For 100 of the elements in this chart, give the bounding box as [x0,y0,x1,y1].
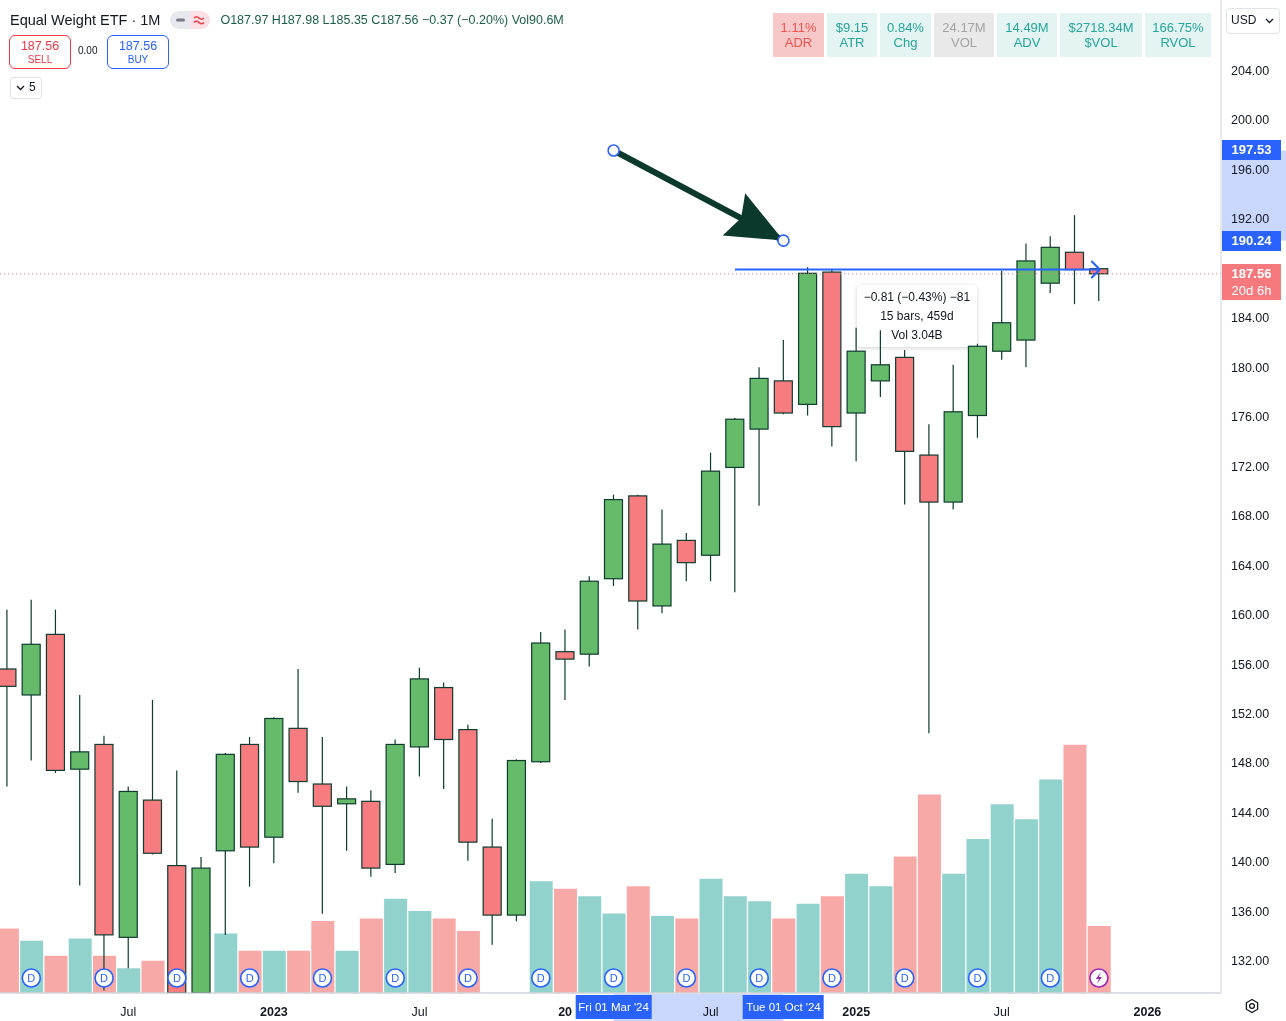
y-tick-label: 204.00 [1231,63,1270,78]
candlestick [336,785,357,852]
annotation: ADR [784,35,813,50]
bar [796,903,820,993]
x-tick-label: Jul [993,1005,1010,1019]
bar [68,938,92,993]
y-tick-label: 136.00 [1231,904,1270,919]
annotation: D [755,972,764,984]
y-tick-label: 168.00 [1231,509,1270,524]
annotation: D [245,972,254,984]
annotation: D [1046,972,1055,984]
annotation: Chg [893,35,918,50]
candlestick [870,329,890,398]
y-tick-label: 156.00 [1231,657,1270,672]
annotation: D [172,972,181,984]
bar [1063,744,1087,993]
annotation: 1.11% [780,20,817,35]
annotation: Vol 3.04B [891,327,943,342]
annotation: 0.00 [78,45,98,56]
bar [651,916,675,993]
x-tick-label: Jul [702,1005,719,1019]
text: Equal Weight ETF · 1M [10,12,161,28]
annotation: D [973,972,982,984]
bar [626,886,650,993]
stat-tile: 14.49M ADV [997,13,1057,57]
y-tick-label: 176.00 [1231,410,1270,425]
axis-tag: 187.56 20d 6h [1222,263,1281,300]
annotation: 24.17M [942,20,986,35]
y-tick-label: 140.00 [1231,855,1270,870]
annotation: ATR [839,35,865,50]
sell-button: 187.56 SELL [9,35,71,69]
annotation: O187.97 H187.98 L185.35 C187.56 −0.37 (−0.20%) Vol90.6M [220,13,564,27]
annotation: D [609,972,618,984]
annotation: ADV [1013,35,1041,50]
dropdown-button: 5 [10,77,42,99]
annotation: 187.56 [118,38,158,54]
y-tick-label: 180.00 [1231,360,1270,375]
annotation: D [682,972,691,984]
x-tick-label: 2026 [1133,1005,1162,1019]
annotation: VOL [950,35,977,50]
y-tick-label: 144.00 [1231,805,1270,820]
y-tick-label: 196.00 [1231,162,1270,177]
annotation: D [318,972,327,984]
candlestick [555,628,575,701]
stat-tile: 1.11% ADR [773,13,824,57]
annotation: D [900,972,909,984]
bar [44,955,68,993]
candlestick [676,532,696,582]
bar [335,950,359,993]
bar [214,933,238,993]
buy-button: 187.56 BUY [107,35,169,69]
annotation: 0.84% [887,20,924,35]
annotation: D [27,972,36,984]
y-tick-label: 152.00 [1231,707,1270,722]
annotation: D [464,972,473,984]
bar [359,918,383,993]
axis-tag: 190.24 [1222,230,1281,251]
axis-tag: Tue 01 Oct '24 [743,995,824,1019]
x-tick-label: 20 [558,1005,573,1019]
annotation: D [100,972,109,984]
currency-dropdown: USD [1226,8,1280,34]
y-tick-label: 132.00 [1231,954,1270,969]
annotation: −0.81 (−0.43%) −81 [863,289,971,304]
annotation: D [536,972,545,984]
y-tick-label: 148.00 [1231,756,1270,771]
stat-tile: $2718.34M $VOL [1060,13,1142,57]
annotation: $2718.34M [1068,20,1134,35]
y-tick-label: 192.00 [1231,212,1270,227]
annotation: 166.75% [1152,20,1204,35]
annotation: 5 [29,80,36,94]
ref-line-label: 187.56 [1230,264,1273,282]
candlestick [312,736,332,915]
annotation: $9.15 [835,20,869,35]
bar [772,918,796,993]
y-tick-label: 200.00 [1231,113,1270,128]
y-tick-label: 184.00 [1231,311,1270,326]
annotation: D [391,972,400,984]
bar [262,950,286,993]
axis-tag: 197.53 [1222,140,1281,161]
stat-tile: 24.17M VOL [934,13,994,57]
y-tick-label: 172.00 [1231,459,1270,474]
stat-tile: 0.84% Chg [880,13,931,57]
axis-tag: Fri 01 Mar '24 [575,995,652,1019]
stat-tile: $9.15 ATR [827,13,877,57]
info-box: −0.81 (−0.43%) −81 15 bars, 459d Vol 3.04B [856,284,977,347]
annotation: RVOL [1160,35,1196,50]
annotation: 14.49M [1005,20,1049,35]
annotation: BUY [127,53,149,66]
x-tick-label: Jul [120,1005,137,1019]
x-tick-label: Jul [411,1005,428,1019]
bar [117,968,141,993]
x-tick-label: 2023 [260,1005,288,1019]
stat-tile: 166.75% RVOL [1145,13,1211,57]
annotation: SELL [27,53,53,66]
x-tick-label: 2025 [842,1005,871,1019]
bar [553,888,577,993]
y-tick-label: 160.00 [1231,608,1270,623]
annotation: 187.56 [20,38,60,54]
candlestick [70,694,90,887]
y-tick-label: 164.00 [1231,558,1270,573]
